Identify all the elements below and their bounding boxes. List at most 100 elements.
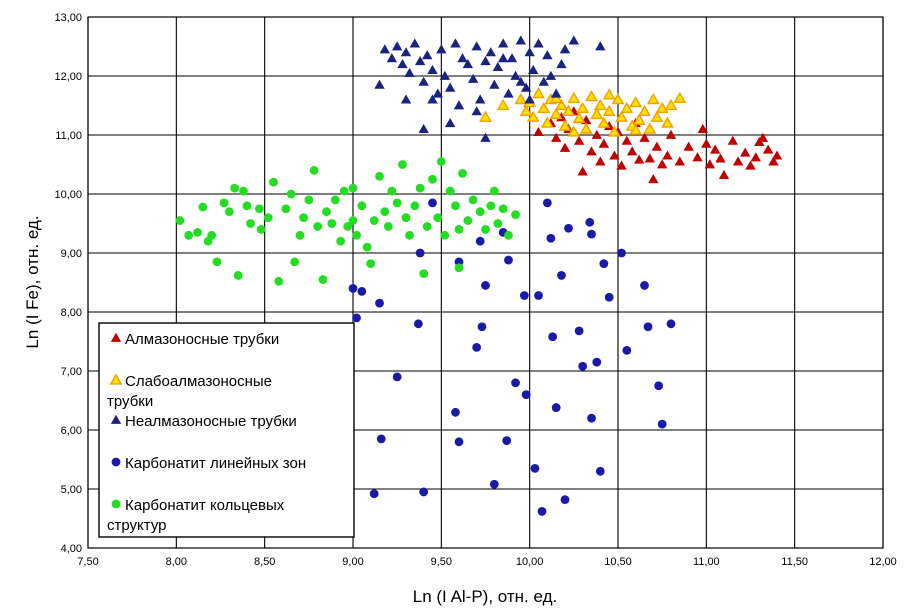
y-tick-label: 10,00 xyxy=(54,189,82,201)
data-point xyxy=(616,160,627,170)
data-point xyxy=(477,322,487,332)
data-point xyxy=(595,466,605,476)
data-point xyxy=(578,361,588,371)
data-point xyxy=(239,186,248,196)
legend-label: Слабоалмазоносные трубки xyxy=(107,373,272,410)
data-point xyxy=(348,183,358,193)
data-point xyxy=(497,38,509,48)
data-point xyxy=(463,216,473,225)
data-point xyxy=(704,159,716,169)
data-point xyxy=(560,495,570,505)
data-point xyxy=(366,259,376,269)
data-point xyxy=(598,138,610,148)
data-point xyxy=(392,372,402,382)
data-point xyxy=(290,257,300,267)
data-point xyxy=(683,141,694,151)
y-tick-label: 5,00 xyxy=(61,484,82,496)
data-point xyxy=(549,107,563,119)
x-tick-label: 10,00 xyxy=(516,556,544,568)
data-point xyxy=(467,73,479,83)
data-point xyxy=(559,142,571,152)
y-tick-label: 6,00 xyxy=(61,425,82,437)
data-point xyxy=(715,153,726,163)
legend-marker xyxy=(110,332,122,342)
data-point xyxy=(542,50,553,60)
data-point xyxy=(643,122,657,134)
data-point xyxy=(591,129,602,139)
data-point xyxy=(400,47,412,57)
data-point xyxy=(414,56,426,66)
data-point xyxy=(750,152,761,162)
data-point xyxy=(593,98,607,111)
data-point xyxy=(611,92,625,105)
data-point xyxy=(562,104,575,117)
data-point xyxy=(546,233,556,243)
data-point xyxy=(740,147,751,157)
data-point xyxy=(458,168,467,178)
data-point xyxy=(471,106,482,116)
data-point xyxy=(492,61,504,72)
data-point xyxy=(551,403,561,412)
data-point xyxy=(538,76,549,86)
data-point xyxy=(433,213,443,223)
data-point xyxy=(398,160,407,169)
data-point xyxy=(304,195,314,205)
data-point xyxy=(540,116,554,128)
data-point xyxy=(383,222,393,231)
data-point xyxy=(661,116,674,128)
data-point xyxy=(651,141,663,151)
data-point xyxy=(322,207,331,217)
data-point xyxy=(269,177,278,187)
y-tick-label: 8,00 xyxy=(61,307,82,319)
data-point xyxy=(701,138,712,148)
data-point xyxy=(462,59,474,69)
data-point xyxy=(475,236,485,246)
data-point xyxy=(309,166,319,175)
y-tick-label: 4,00 xyxy=(61,543,82,555)
data-point xyxy=(401,213,411,223)
data-point xyxy=(506,53,518,63)
data-point xyxy=(564,223,573,233)
data-point xyxy=(511,378,520,388)
data-point xyxy=(386,53,398,63)
data-point xyxy=(480,56,491,66)
data-point xyxy=(256,225,266,234)
data-point xyxy=(528,64,539,74)
data-point xyxy=(357,286,367,296)
y-tick-label: 7,00 xyxy=(61,366,82,378)
data-point xyxy=(745,160,756,170)
data-point xyxy=(657,419,667,429)
data-point xyxy=(479,110,492,122)
plot-border xyxy=(87,16,884,549)
data-point xyxy=(387,186,397,196)
data-point xyxy=(590,107,604,119)
legend-marker xyxy=(109,373,123,385)
data-point xyxy=(664,98,678,111)
data-point xyxy=(626,146,638,156)
data-point xyxy=(526,110,540,122)
data-point xyxy=(230,183,240,193)
series-2 xyxy=(479,87,687,137)
data-point xyxy=(497,53,509,63)
data-point xyxy=(597,116,611,128)
data-point xyxy=(454,263,464,273)
legend-label: Карбонатит линейных зон xyxy=(125,455,306,472)
x-tick-label: 11,00 xyxy=(693,556,720,568)
data-point xyxy=(629,95,643,108)
data-point xyxy=(481,281,490,290)
data-points xyxy=(175,35,783,516)
data-point xyxy=(771,150,783,160)
data-point xyxy=(450,38,461,48)
data-point xyxy=(428,198,437,208)
legend-box xyxy=(98,322,355,538)
data-point xyxy=(193,227,202,237)
data-point xyxy=(375,298,384,308)
data-point xyxy=(599,259,609,269)
data-point xyxy=(718,169,730,180)
data-point xyxy=(572,111,586,124)
x-tick-label: 12,00 xyxy=(869,556,897,568)
data-point xyxy=(475,207,485,217)
legend-label: Карбонатит кольцевых структур xyxy=(107,497,285,534)
data-point xyxy=(503,88,514,98)
data-point xyxy=(548,332,558,342)
